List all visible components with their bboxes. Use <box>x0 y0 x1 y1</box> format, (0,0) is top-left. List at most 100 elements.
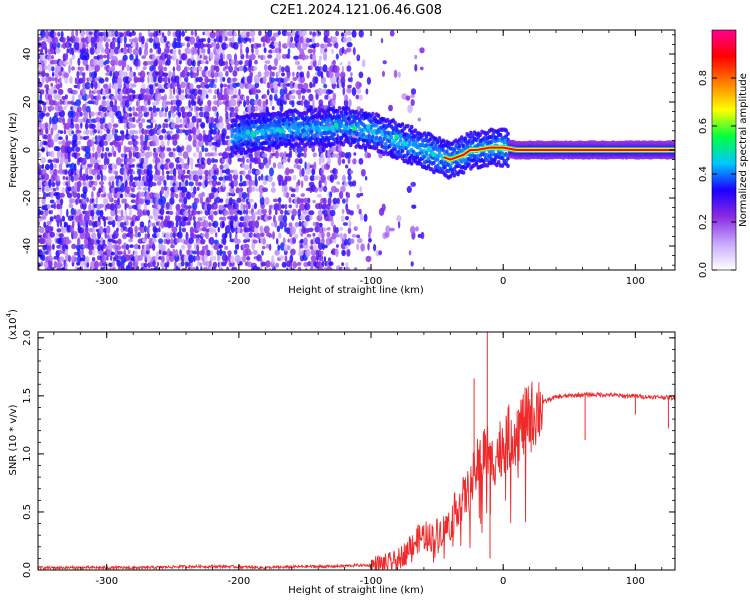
heatmap-cell <box>195 180 199 186</box>
heatmap-cell <box>329 236 333 244</box>
heatmap-cell <box>312 244 318 251</box>
heatmap-cell <box>322 242 325 251</box>
heatmap-cell <box>271 106 275 111</box>
signal-peak-cell <box>329 125 334 131</box>
heatmap-cell <box>348 98 352 108</box>
heatmap-cell <box>195 106 200 112</box>
heatmap-cell <box>62 175 66 180</box>
heatmap-cell <box>261 261 267 267</box>
heatmap-cell <box>226 123 232 130</box>
heatmap-cell <box>275 238 279 245</box>
heatmap-cell <box>55 75 58 84</box>
heatmap-cell <box>103 163 108 171</box>
heatmap-cell <box>180 89 185 94</box>
heatmap-cell <box>89 156 96 165</box>
heatmap-cell <box>148 179 154 188</box>
heatmap-cell <box>209 81 215 88</box>
heatmap-cell <box>138 173 142 182</box>
heatmap-cell <box>308 210 315 216</box>
heatmap-cell <box>119 32 125 38</box>
heatmap-cell <box>164 133 167 141</box>
heatmap-cell <box>122 95 128 100</box>
heatmap-cell <box>86 197 89 203</box>
heatmap-cell <box>111 104 118 113</box>
heatmap-cell <box>95 196 98 204</box>
heatmap-cell <box>278 64 282 73</box>
heatmap-cell <box>75 146 81 153</box>
heatmap-cell <box>414 54 418 60</box>
heatmap-cell <box>278 40 282 49</box>
heatmap-cell <box>115 157 122 166</box>
heatmap-cell <box>93 159 99 163</box>
heatmap-cell <box>101 100 107 107</box>
heatmap-cell <box>38 81 43 88</box>
heatmap-cell <box>270 36 276 42</box>
heatmap-cell <box>146 125 152 129</box>
heatmap-cell <box>189 226 194 235</box>
heatmap-cell <box>242 95 246 100</box>
heatmap-cell <box>98 159 101 163</box>
heatmap-cell <box>310 255 317 262</box>
heatmap-cell <box>129 244 134 249</box>
heatmap-cell <box>116 227 119 232</box>
heatmap-cell <box>70 35 76 44</box>
signal-track-cell <box>267 126 272 131</box>
heatmap-cell <box>60 198 64 206</box>
heatmap-cell <box>356 193 361 198</box>
heatmap-cell <box>264 35 271 44</box>
heatmap-cell <box>245 98 250 106</box>
heatmap-cell <box>111 162 116 170</box>
heatmap-cell <box>77 118 84 124</box>
heatmap-cell <box>243 164 250 171</box>
heatmap-cell <box>322 227 328 232</box>
heatmap-cell <box>268 156 272 165</box>
heatmap-cell <box>216 181 222 186</box>
heatmap-cell <box>160 164 165 170</box>
heatmap-cell <box>173 152 176 160</box>
heatmap-cell <box>93 70 97 78</box>
heatmap-cell <box>137 203 141 210</box>
heatmap-cell <box>213 41 217 51</box>
heatmap-cell <box>332 92 337 101</box>
heatmap-cell <box>306 233 312 238</box>
heatmap-cell <box>167 117 171 122</box>
heatmap-cell <box>110 251 116 256</box>
heatmap-cell <box>227 173 233 182</box>
heatmap-cell <box>148 106 153 112</box>
heatmap-cell <box>77 248 81 258</box>
signal-track-cell <box>232 140 236 145</box>
heatmap-cell <box>91 232 97 240</box>
heatmap-cell <box>358 94 363 101</box>
heatmap-cell <box>294 221 300 228</box>
heatmap-cell <box>323 209 328 218</box>
heatmap-cell <box>90 111 95 117</box>
heatmap-cell <box>262 75 267 85</box>
heatmap-cell <box>161 267 165 270</box>
heatmap-cell <box>208 221 212 228</box>
heatmap-cell <box>175 58 179 66</box>
heatmap-cell <box>306 70 310 79</box>
heatmap-cell <box>204 147 209 153</box>
heatmap-cell <box>161 128 167 134</box>
heatmap-cell <box>205 174 209 182</box>
heatmap-cell <box>172 248 176 257</box>
heatmap-cell <box>314 66 321 72</box>
heatmap-cell <box>368 237 372 243</box>
heatmap-cell <box>165 158 171 163</box>
heatmap-cell <box>123 40 127 50</box>
heatmap-cell <box>157 30 162 36</box>
heatmap-cell <box>64 222 69 228</box>
heatmap-cell <box>71 130 75 135</box>
heatmap-cell <box>215 65 220 73</box>
heatmap-cell <box>157 64 164 71</box>
heatmap-cell <box>297 208 302 217</box>
heatmap-cell <box>305 43 310 47</box>
heatmap-cell <box>93 129 97 134</box>
heatmap-cell <box>41 75 45 84</box>
heatmap-cell <box>239 100 242 105</box>
heatmap-cell <box>274 47 280 54</box>
heatmap-cell <box>281 186 285 193</box>
heatmap-cell <box>271 66 277 70</box>
heatmap-cell <box>309 245 314 250</box>
heatmap-cell <box>195 111 199 119</box>
